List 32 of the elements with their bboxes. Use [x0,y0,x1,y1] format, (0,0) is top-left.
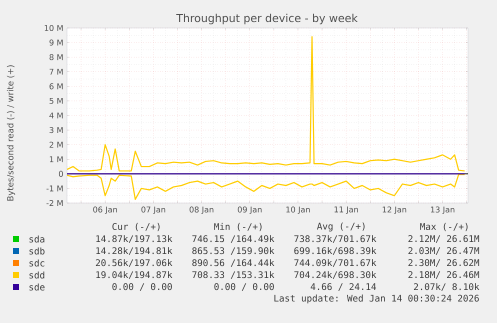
text: Last update: Wed Jan 14 00:30:24 2026 [274,294,479,304]
y-axis-title: Bytes/second read (-) / write (+) [6,65,16,201]
text: 2.18M/ 26.46M [408,271,480,279]
text: 2.30M/ 26.62M [408,259,480,267]
text: Min (-/+) [214,222,262,232]
text: 4.66 / 24.14 [310,283,376,291]
text: 19.04k/194.87k [96,271,172,279]
text: 14.87k/197.13k [96,235,172,243]
text: 865.53 /159.90k [192,247,274,255]
legend-label: sde [29,283,45,291]
text: 0.00 / 0.00 [214,283,274,291]
text: 20.56k/197.06k [96,259,172,267]
text: 744.09k/701.67k [294,259,376,267]
text: 14.28k/194.81k [96,247,172,255]
text: 2.03M/ 26.47M [408,247,480,255]
text: 708.33 /153.31k [192,271,274,279]
text: 746.15 /164.49k [192,235,274,243]
text: Max (-/+) [420,222,468,232]
text: Avg (-/+) [316,222,365,232]
text: Cur (-/+) [112,222,160,232]
text: 704.24k/698.30k [294,271,376,279]
text: 0.00 / 0.00 [112,283,172,291]
legend-label: sdc [29,259,44,267]
legend-label: sdd [29,271,44,279]
text: 738.37k/701.67k [294,235,376,243]
legend-label: sdb [29,247,45,255]
text: 2.07k/ 8.10k [414,283,480,291]
chart-title: Throughput per device - by week [176,14,358,24]
legend-label: sda [29,235,44,243]
text: 890.56 /164.44k [192,259,274,267]
text: 2.12M/ 26.61M [408,235,480,243]
text: 699.16k/698.39k [294,247,376,255]
